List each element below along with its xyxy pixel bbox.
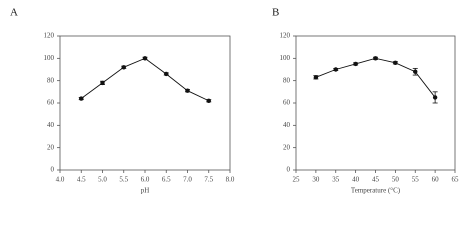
data-point xyxy=(206,98,211,103)
data-point xyxy=(164,71,169,77)
data-point xyxy=(413,69,418,74)
data-point xyxy=(373,56,378,61)
data-point xyxy=(313,75,319,80)
panel-label: A xyxy=(10,7,18,19)
figure: A 0 20 40 60 80 100 120 4.0 4.5 5.0 5.5 6.0 6.5 7.0 7.5… xyxy=(10,7,460,195)
x-tick-label: 6.0 xyxy=(141,176,150,184)
x-tick-label: 35 xyxy=(332,176,340,184)
y-tick-label: 120 xyxy=(44,32,55,40)
x-tick-label: 45 xyxy=(372,176,380,184)
y-tick-label: 100 xyxy=(280,54,291,62)
data-point xyxy=(432,95,438,100)
y-tick-label: 0 xyxy=(51,166,55,174)
y-tick-label: 20 xyxy=(47,143,55,151)
y-tick-label: 80 xyxy=(283,76,291,84)
data-point xyxy=(121,65,126,70)
data-point xyxy=(142,56,148,61)
plot-frame xyxy=(59,35,231,171)
x-tick-label: 8.0 xyxy=(226,176,235,184)
x-tick-label: 7.5 xyxy=(204,176,213,184)
x-tick-label: 7.0 xyxy=(183,176,192,184)
data-line xyxy=(315,57,436,98)
x-tick-label: 4.0 xyxy=(56,176,65,184)
y-tick-label: 40 xyxy=(47,121,55,129)
x-tick-label: 60 xyxy=(432,176,440,184)
panel-label: B xyxy=(272,7,279,19)
x-tick-label: 5.0 xyxy=(98,176,107,184)
y-tick-label: 80 xyxy=(47,76,55,84)
x-tick-label: 30 xyxy=(312,176,320,184)
y-tick-label: 60 xyxy=(283,99,291,107)
x-axis-label: pH xyxy=(141,187,150,195)
plot-frame xyxy=(295,35,456,171)
x-tick-label: 55 xyxy=(412,176,420,184)
data-point xyxy=(393,60,398,65)
data-point xyxy=(79,96,84,101)
x-axis-label: Temperature (°C) xyxy=(351,187,401,195)
data-point xyxy=(333,67,338,72)
x-tick-label: 25 xyxy=(293,176,301,184)
y-tick-label: 120 xyxy=(280,32,291,40)
y-tick-label: 60 xyxy=(47,99,55,107)
x-tick-label: 5.5 xyxy=(119,176,128,184)
x-tick-label: 40 xyxy=(352,176,360,184)
data-line xyxy=(80,57,209,102)
data-point xyxy=(353,61,358,67)
x-tick-label: 65 xyxy=(452,176,460,184)
x-tick-label: 50 xyxy=(392,176,400,184)
data-point xyxy=(185,88,190,93)
x-tick-label: 4.5 xyxy=(77,176,86,184)
data-point xyxy=(100,80,105,86)
y-tick-label: 40 xyxy=(283,121,291,129)
y-tick-label: 20 xyxy=(283,143,291,151)
x-tick-label: 6.5 xyxy=(162,176,171,184)
y-tick-label: 0 xyxy=(287,166,291,174)
y-tick-label: 100 xyxy=(44,54,55,62)
